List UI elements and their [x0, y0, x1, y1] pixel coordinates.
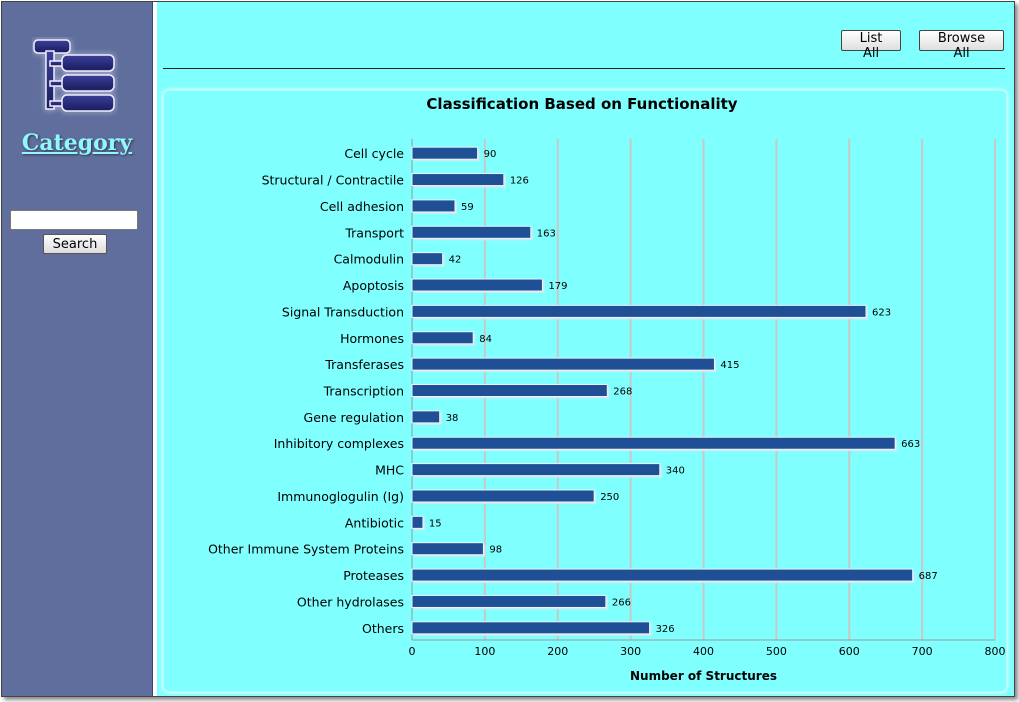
bar — [411, 278, 543, 292]
search-button[interactable]: Search — [43, 234, 107, 254]
bar — [411, 594, 607, 608]
bar — [411, 542, 484, 556]
bar — [411, 146, 479, 160]
sidebar-divider — [152, 2, 157, 696]
category-label: Other hydrolases — [297, 594, 404, 609]
category-link[interactable]: Category — [21, 130, 133, 156]
x-tick-label: 600 — [839, 645, 860, 658]
category-tree-icon[interactable] — [32, 37, 118, 117]
bar-value-label: 84 — [479, 334, 492, 345]
bar — [411, 384, 608, 397]
category-label: Signal Transduction — [282, 304, 404, 319]
category-label: Cell adhesion — [320, 199, 404, 214]
category-label: Structural / Contractile — [262, 173, 405, 188]
bar — [411, 489, 595, 503]
category-label: Others — [362, 621, 404, 636]
bar-value-label: 340 — [666, 466, 685, 477]
bar-value-label: 326 — [656, 624, 675, 635]
x-axis-label: Number of Structures — [630, 669, 777, 683]
bar — [411, 199, 456, 213]
category-label: Proteases — [343, 568, 404, 583]
chart-panel: Classification Based on Functionality 0 10… — [163, 90, 1007, 692]
functionality-bar-chart: Classification Based on Functionality 0 10… — [208, 95, 1006, 683]
bar — [411, 568, 914, 582]
browse-all-button[interactable]: Browse All — [919, 30, 1004, 61]
bar-value-label: 38 — [446, 413, 459, 424]
category-label: Antibiotic — [345, 515, 404, 530]
category-label: Transport — [344, 225, 404, 240]
category-label: Inhibitory complexes — [274, 436, 404, 451]
main-content: List All Browse All Classification Based… — [157, 2, 1014, 696]
search-input[interactable] — [10, 210, 138, 230]
bar-value-label: 687 — [919, 571, 938, 582]
bar — [411, 225, 532, 239]
category-label: Apoptosis — [343, 278, 404, 293]
category-label: Calmodulin — [334, 252, 404, 267]
bar — [411, 515, 424, 529]
category-label: MHC — [375, 463, 404, 478]
bar-value-label: 250 — [600, 492, 619, 503]
bar-value-label: 15 — [429, 518, 442, 529]
bar — [411, 621, 651, 635]
bar — [411, 173, 505, 187]
bar — [411, 304, 867, 318]
category-label: Immunoglogulin (Ig) — [277, 489, 404, 504]
x-tick-label: 0 — [409, 645, 416, 658]
category-label: Hormones — [340, 331, 404, 346]
bar-value-label: 623 — [872, 307, 891, 318]
category-label: Other Immune System Proteins — [208, 542, 404, 557]
list-all-button[interactable]: List All — [841, 30, 901, 61]
bar-value-label: 98 — [489, 545, 502, 556]
bar-value-label: 126 — [510, 176, 529, 187]
x-tick-label: 200 — [547, 645, 568, 658]
bar — [411, 463, 661, 477]
category-label: Transferases — [324, 357, 404, 372]
bar-value-label: 163 — [537, 228, 556, 239]
bar-value-label: 90 — [484, 149, 497, 160]
bar-value-label: 59 — [461, 202, 474, 213]
bar-value-label: 179 — [548, 281, 567, 292]
x-tick-label: 400 — [693, 645, 714, 658]
category-label: Gene regulation — [304, 410, 404, 425]
x-tick-label: 700 — [912, 645, 933, 658]
bar — [411, 410, 441, 424]
bar-value-label: 268 — [613, 387, 632, 398]
bar — [411, 252, 444, 266]
bar — [411, 331, 474, 345]
x-tick-label: 100 — [474, 645, 495, 658]
x-tick-label: 300 — [620, 645, 641, 658]
category-label: Transcription — [323, 384, 404, 399]
x-tick-label: 500 — [766, 645, 787, 658]
bar — [411, 436, 896, 450]
header-divider — [163, 68, 1005, 69]
x-tick-label: 800 — [985, 645, 1006, 658]
bar-value-label: 415 — [720, 360, 739, 371]
bar-value-label: 266 — [612, 597, 631, 608]
bar-value-label: 663 — [901, 439, 920, 450]
sidebar: Category Search — [2, 2, 152, 696]
bar-value-label: 42 — [449, 255, 462, 266]
bar — [411, 357, 715, 371]
category-label: Cell cycle — [344, 146, 404, 161]
chart-title: Classification Based on Functionality — [426, 95, 737, 113]
